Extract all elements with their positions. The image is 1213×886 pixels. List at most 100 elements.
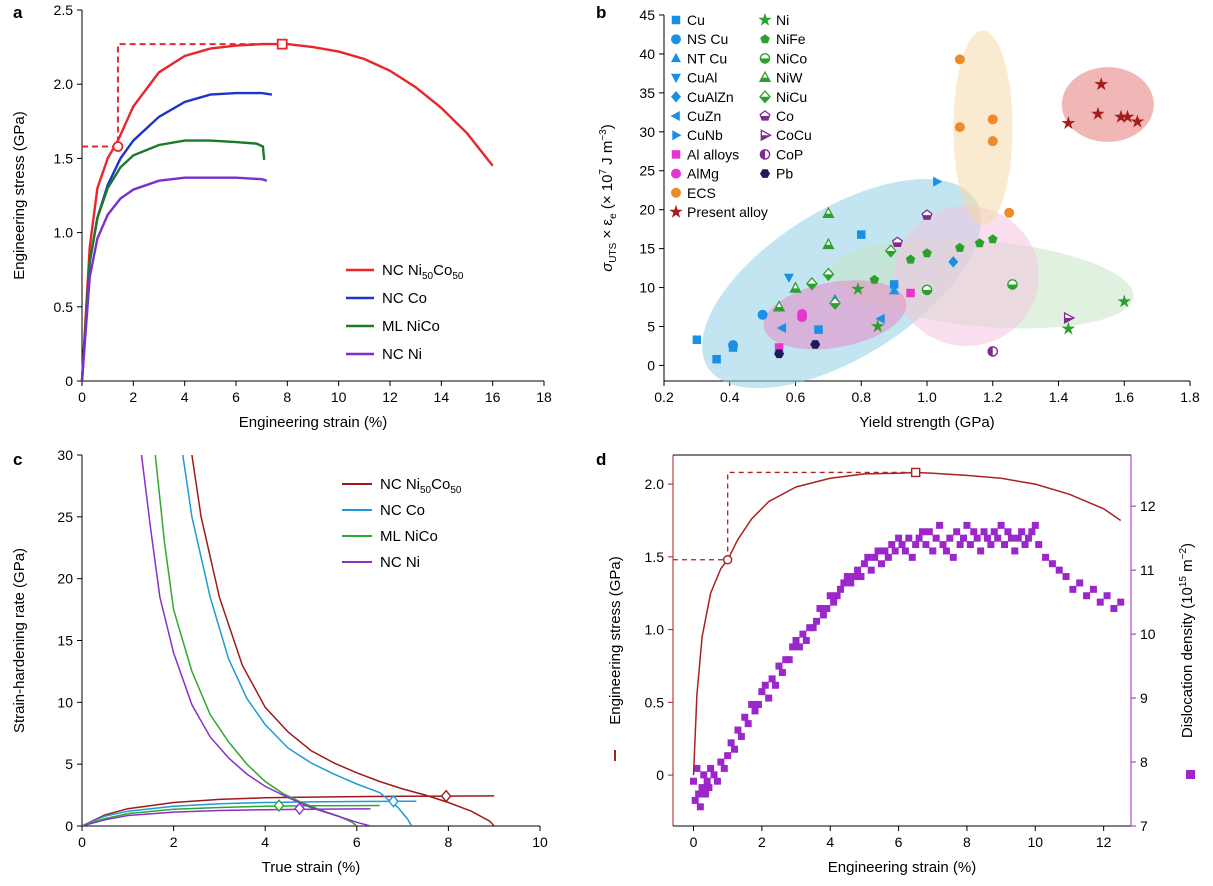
data-point (774, 349, 785, 359)
y-tick-label: 20 (57, 571, 73, 587)
density-point (802, 637, 810, 644)
x-tick-label: 0.6 (786, 389, 806, 405)
region-ellipse (1061, 67, 1154, 142)
density-point (956, 541, 964, 549)
legend-label: NC Ni (380, 554, 420, 571)
density-point (1021, 541, 1029, 549)
density-point (717, 758, 725, 766)
density-point (799, 630, 807, 638)
legend-label-mid: Co (433, 262, 452, 279)
legend-label-main: ML NiCo (380, 528, 438, 545)
density-point (922, 541, 930, 549)
x-tick-label: 1.8 (1180, 389, 1200, 405)
y-tick-label: 10 (57, 694, 73, 710)
y2-axis-title-sup: 15 (1178, 576, 1189, 588)
density-point (901, 547, 909, 555)
y-tick-label: 10 (639, 280, 655, 296)
data-point (712, 354, 721, 364)
y-tick-label: 45 (639, 7, 655, 23)
data-point (905, 254, 916, 264)
y2-axis-title-part: ) (1179, 543, 1196, 548)
data-point (789, 281, 802, 293)
x-tick-label: 12 (1096, 834, 1112, 850)
x-tick-label: 10 (1028, 834, 1044, 850)
density-point (963, 521, 971, 529)
data-point (1091, 106, 1105, 120)
marker-half (823, 213, 834, 218)
y2-axis-title: Dislocation density (1015 m−2) (1178, 543, 1196, 738)
density-point (700, 771, 708, 779)
hardening-line (140, 455, 371, 826)
density-point (691, 796, 699, 804)
legend-label: NC Ni50Co50 (380, 476, 462, 496)
data-point (783, 273, 794, 283)
x-tick-label: 12 (382, 389, 398, 405)
density-point (731, 745, 739, 753)
panel-a: a 0 2 4 6 8 10 12 14 16 18 0 0.5 1.0 1.5 2.0 2.5 Engineer… (11, 2, 552, 431)
x-tick-label: 16 (485, 389, 501, 405)
reference-dashed-line (82, 43, 283, 148)
y-tick-label: 20 (639, 202, 655, 218)
reference-dashed-line (673, 471, 916, 561)
marker-half (830, 303, 840, 309)
legend-marker (760, 129, 772, 142)
data-point (987, 346, 999, 357)
data-point (1004, 207, 1015, 218)
density-point (1110, 605, 1118, 613)
density-point (701, 790, 709, 798)
y-tick-label: 0.5 (645, 694, 665, 710)
density-point (877, 560, 885, 568)
data-point (1007, 279, 1018, 290)
legend-label: Ni (776, 12, 789, 28)
x-tick-label: 0 (78, 834, 86, 850)
density-point (953, 528, 961, 536)
density-point (939, 541, 947, 549)
stress-line (692, 471, 1122, 776)
data-point (829, 296, 841, 310)
density-point (1014, 534, 1022, 542)
y-axis-title-sup: 7 (598, 169, 609, 175)
legend-label: CuAl (687, 70, 717, 86)
data-point (870, 319, 885, 333)
data-point (857, 230, 866, 239)
x-tick-label: 4 (826, 834, 834, 850)
density-point (1089, 585, 1097, 593)
x-tick-label: 0 (690, 834, 698, 850)
legend-label: Cu (687, 12, 705, 28)
density-point (741, 713, 749, 721)
region-ellipse (763, 280, 907, 350)
density-point (919, 528, 927, 536)
x-tick-label: 18 (536, 389, 552, 405)
legend-label: ML NiCo (382, 318, 440, 335)
legend-label: CuNb (687, 127, 723, 143)
y-tick-label: 5 (65, 756, 73, 772)
data-point (822, 267, 835, 282)
stress-line (82, 795, 495, 826)
density-point (1028, 528, 1036, 536)
density-point (908, 553, 916, 561)
data-point (987, 114, 998, 125)
data-point (776, 323, 787, 333)
y2-axis-title-part: m (1179, 559, 1196, 576)
density-point (754, 700, 762, 708)
data-point (921, 284, 933, 296)
marker-half (1064, 317, 1074, 323)
density-point (1031, 521, 1039, 529)
y-axis-title-part: J m (599, 141, 616, 169)
density-point (960, 534, 968, 542)
x-tick-label: 0.4 (720, 389, 740, 405)
y-tick-label: 30 (57, 447, 73, 463)
x-tick-label: 4 (181, 389, 189, 405)
series-line (80, 42, 494, 382)
x-axis-title: True strain (%) (262, 859, 361, 876)
marker-half (988, 346, 993, 357)
density-point (1042, 553, 1050, 561)
legend-marker (759, 53, 771, 64)
density-point (833, 592, 841, 600)
marker-half (760, 77, 770, 82)
density-point (734, 726, 742, 734)
marker-half (823, 244, 834, 249)
data-point (1061, 321, 1076, 335)
legend-label-main: NC Co (380, 502, 425, 519)
legend-label: CuAlZn (687, 89, 734, 105)
